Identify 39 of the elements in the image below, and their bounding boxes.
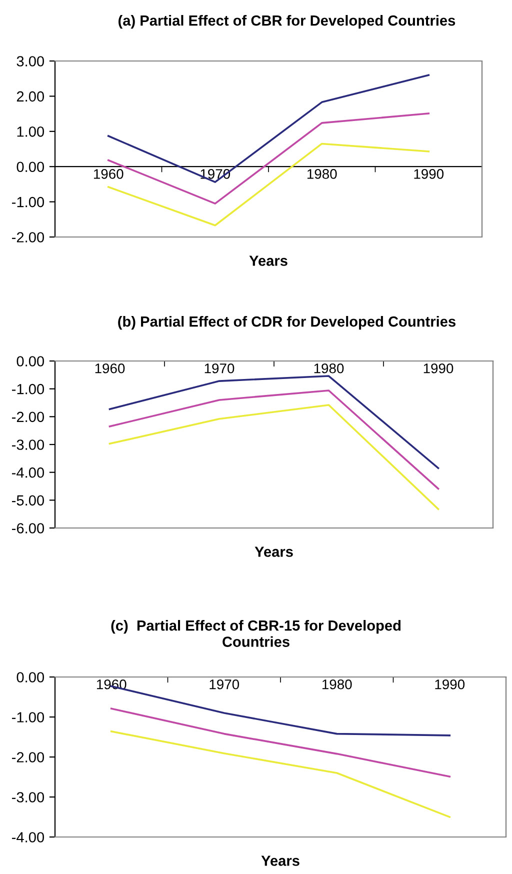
y-tick-label: -1.00	[12, 196, 44, 208]
y-tick-label: -2.00	[12, 752, 44, 762]
y-tick-label: 3.00	[16, 56, 44, 66]
y-tick-label: 0.00	[16, 356, 44, 366]
line-series	[108, 404, 440, 510]
x-tick-label: 1970	[210, 679, 240, 690]
x-tick-label: 1970	[204, 363, 234, 374]
x-tick-label: 1990	[414, 169, 444, 179]
y-tick-label: 1.00	[17, 126, 44, 137]
line-series	[110, 708, 451, 778]
y-tick-label: -2.00	[12, 232, 44, 242]
x-tick-label: 1990	[424, 363, 454, 374]
y-tick-label: -1.00	[12, 712, 44, 722]
x-tick-label: 1990	[435, 679, 465, 690]
x-axis-title: Years	[254, 546, 293, 557]
x-tick-label: 1980	[314, 363, 344, 374]
y-tick-label: -5.00	[12, 495, 44, 506]
chart-title: (c) Partial Effect of CBR-15 for Developed Countries	[111, 620, 401, 647]
y-tick-label: -3.00	[12, 440, 44, 450]
y-tick-label: 0.00	[16, 672, 44, 682]
line-series	[108, 390, 440, 490]
y-tick-label: -6.00	[12, 523, 44, 534]
chart-title: (b) Partial Effect of CDR for Developed Countries	[118, 316, 456, 330]
x-tick-label: 1980	[322, 679, 352, 690]
x-tick-label: 1960	[94, 169, 124, 179]
y-tick-label: -2.00	[12, 412, 44, 422]
x-axis-title: Years	[249, 256, 288, 266]
chart-title: (a) Partial Effect of CBR for Developed Countries	[118, 15, 456, 29]
y-tick-label: -4.00	[12, 467, 44, 478]
x-tick-label: 1980	[307, 169, 337, 179]
y-tick-label: 0.00	[16, 162, 44, 172]
y-tick-label: -4.00	[12, 832, 44, 842]
x-axis-title: Years	[261, 856, 300, 866]
line-series	[110, 730, 451, 818]
x-tick-label: 1960	[95, 363, 125, 374]
y-tick-label: -3.00	[12, 792, 44, 802]
line-series	[108, 375, 440, 470]
y-tick-label: -1.00	[12, 384, 44, 394]
y-tick-label: 2.00	[16, 91, 44, 102]
